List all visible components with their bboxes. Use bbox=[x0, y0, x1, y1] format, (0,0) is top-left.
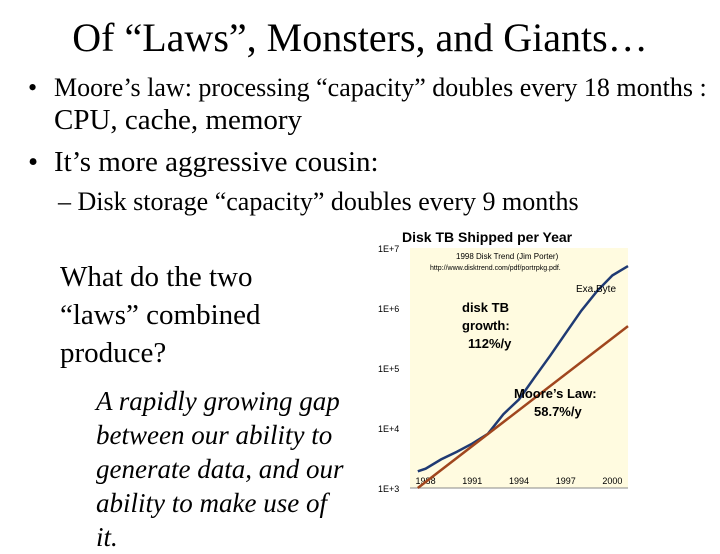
chart-svg: 1E+31E+41E+51E+61E+7 1988 1991 1994 1997 200… bbox=[368, 226, 632, 494]
chart-source-1: 1998 Disk Trend (Jim Porter) bbox=[456, 252, 559, 261]
disk-growth-label-1: disk TB bbox=[462, 300, 509, 315]
y-tick-label: 1E+6 bbox=[378, 304, 399, 314]
bullet-moores-law: • Moore’s law: processing “capacity” dou… bbox=[28, 72, 708, 137]
y-tick-label: 1E+5 bbox=[378, 364, 399, 374]
x-tick-label: 1991 bbox=[462, 476, 482, 486]
disk-growth-series-line bbox=[417, 265, 629, 473]
chart-source-2: http://www.disktrend.com/pdf/portrpkg.pd… bbox=[430, 265, 561, 272]
y-tick-label: 1E+3 bbox=[378, 484, 399, 494]
sub-bullet-disk: – Disk storage “capacity” doubles every … bbox=[58, 187, 579, 216]
moores-law-label-1: Moore’s Law: bbox=[514, 386, 597, 401]
bullet-text: It’s more aggressive cousin: bbox=[54, 146, 379, 178]
bullet-cousin: • It’s more aggressive cousin: bbox=[28, 144, 708, 180]
disk-tb-chart: 1E+3 1E+4 1E+5 1E+6 1E+7 1988 1991 1994 1997 200… bbox=[368, 226, 632, 494]
moores-law-series-line bbox=[417, 325, 629, 489]
disk-growth-label-3: 112%/y bbox=[468, 336, 512, 351]
disk-growth-label-2: growth: bbox=[462, 318, 510, 333]
y-tick-label: 1E+4 bbox=[378, 424, 399, 434]
x-tick-label: 1997 bbox=[556, 476, 576, 486]
y-tick-label: 1E+7 bbox=[378, 244, 399, 254]
bullet-dot: • bbox=[28, 73, 38, 102]
bullet-text: Moore’s law: processing “capacity” doubl… bbox=[28, 72, 708, 137]
x-tick-label: 2000 bbox=[602, 476, 622, 486]
exabyte-label: Exa.Byte bbox=[576, 284, 616, 295]
x-tick-label: 1994 bbox=[509, 476, 529, 486]
chart-title: Disk TB Shipped per Year bbox=[402, 229, 573, 245]
bullet-text-emphasis: CPU, cache, memory bbox=[54, 104, 303, 136]
answer-text: A rapidly growing gap between our abilit… bbox=[96, 386, 344, 552]
question-text: What do the two “laws” combined produce? bbox=[60, 261, 261, 369]
bullet-dot: • bbox=[28, 146, 39, 178]
slide-title: Of “Laws”, Monsters, and Giants… bbox=[72, 15, 648, 60]
moores-law-label-2: 58.7%/y bbox=[534, 404, 582, 419]
bullet-text-main: Moore’s law: processing “capacity” doubl… bbox=[54, 73, 707, 102]
plot-area bbox=[410, 248, 628, 488]
